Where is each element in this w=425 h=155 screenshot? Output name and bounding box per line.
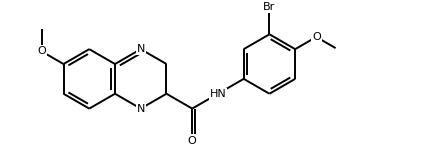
Text: Br: Br	[264, 2, 275, 12]
Text: O: O	[312, 32, 321, 42]
Text: HN: HN	[210, 89, 227, 99]
Text: N: N	[136, 104, 145, 114]
Text: N: N	[136, 44, 145, 54]
Text: O: O	[188, 136, 197, 146]
Text: O: O	[37, 46, 46, 56]
